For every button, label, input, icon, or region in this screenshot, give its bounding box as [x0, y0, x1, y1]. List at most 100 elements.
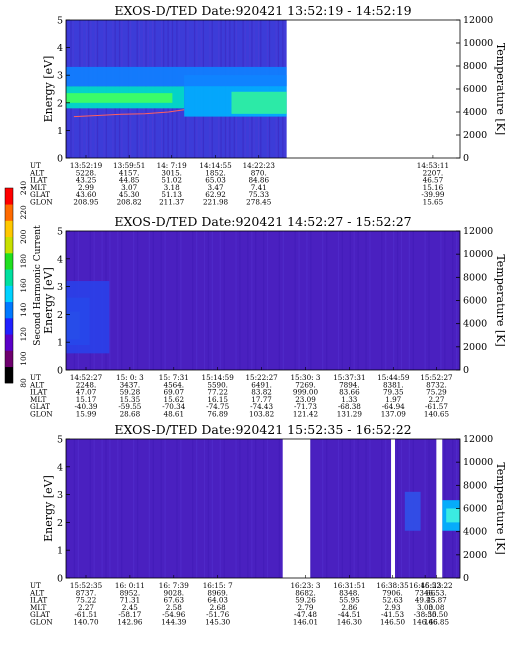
ephemeris-value: 83.66: [339, 388, 360, 397]
spectrogram-streak: [235, 231, 237, 370]
ephemeris-value: 7.41: [251, 183, 267, 192]
ephemeris-value: 79.35: [383, 388, 404, 397]
spectrogram-streak: [132, 439, 135, 578]
ephemeris-value: 3.18: [164, 183, 180, 192]
data-gap: [436, 439, 443, 578]
colorbar-tick-label: 120: [19, 327, 28, 342]
spectrogram-streak: [176, 439, 178, 578]
ephemeris-value: 75.22: [76, 596, 97, 605]
colorbar-frame: [4, 187, 14, 384]
spectrogram-streak: [109, 439, 111, 578]
spectrogram-streak: [263, 439, 265, 578]
spectrogram-streak: [121, 231, 123, 370]
ephemeris-value: 146.50: [380, 618, 406, 627]
spectrogram-streak: [337, 439, 340, 578]
y-tick-label: 0: [57, 366, 63, 377]
y-tick-label: 2: [57, 518, 63, 529]
y-tick-label: 4: [57, 254, 63, 265]
spectrogram-streak: [73, 439, 76, 578]
ephemeris-value: 52.63: [382, 596, 403, 605]
ephemeris-value: 14: 7:19: [157, 161, 187, 170]
ephemeris-value: 211.37: [159, 198, 185, 207]
ephemeris-value: 1852.: [205, 168, 226, 177]
ephemeris-value: 15:52:35: [70, 581, 103, 590]
y2-tick-label: 2000: [463, 130, 487, 141]
ephemeris-row-label: UT: [30, 581, 41, 590]
colorbar-segment: [5, 269, 13, 286]
colorbar-tick-label: 100: [19, 351, 28, 366]
spectrogram-streak: [152, 439, 154, 578]
colorbar-segment: [5, 301, 13, 319]
ephemeris-value: -71.73: [294, 402, 317, 411]
ephemeris-value: 2.68: [210, 603, 226, 612]
ephemeris-value: 7269.: [295, 380, 316, 389]
y2-tick-label: 4000: [463, 107, 487, 118]
spectrogram-streak: [160, 231, 162, 370]
spectrogram-streak: [369, 439, 371, 578]
spectrogram-streak: [266, 439, 269, 578]
spectrogram-streak: [349, 231, 351, 370]
y2-tick-label: 4000: [463, 527, 487, 538]
ephemeris-row-label: GLAT: [30, 190, 50, 199]
ephemeris-value: -54.96: [162, 610, 185, 619]
ephemeris-value: 76.89: [207, 410, 228, 419]
y2-tick-label: 4000: [463, 319, 487, 330]
spectrogram-streak: [326, 439, 328, 578]
spectrogram-streak: [93, 439, 95, 578]
colorbar-tick-label: 160: [19, 278, 28, 293]
spectrogram-streak: [385, 439, 387, 578]
ephemeris-value: 16.15: [207, 395, 228, 404]
spectrogram-streak: [428, 231, 430, 370]
ephemeris-value: 9028.: [164, 588, 185, 597]
ephemeris-value: 2.27: [78, 603, 94, 612]
ephemeris-row-label: UT: [30, 373, 41, 382]
spectrogram-streak: [322, 231, 324, 370]
ephemeris-row-label: ILAT: [30, 176, 47, 185]
spectrogram-streak: [223, 231, 225, 370]
ephemeris-value: 17.77: [251, 395, 272, 404]
spectrogram-streak: [341, 231, 343, 370]
ephemeris-value: -74.75: [206, 402, 229, 411]
ephemeris-value: 45.87: [426, 596, 447, 605]
spectrogram-streak: [381, 231, 383, 370]
spectrogram-streak: [385, 231, 387, 370]
ephemeris-value: 14:22:23: [243, 161, 276, 170]
ephemeris-value: 145.30: [205, 618, 231, 627]
ephemeris-value: -41.53: [381, 610, 404, 619]
y-tick-label: 1: [57, 546, 63, 557]
ephemeris-value: 4564.: [164, 380, 185, 389]
ephemeris-value: 59.26: [295, 596, 316, 605]
spectrogram-streak: [365, 439, 367, 578]
y2-tick-label: 8000: [463, 480, 487, 491]
spectrogram-streak: [89, 439, 91, 578]
ephemeris-value: 14:52:27: [70, 373, 103, 382]
ephemeris-value: 140.70: [73, 618, 99, 627]
ephemeris-value: 2.58: [166, 603, 182, 612]
colorbar-segment: [5, 350, 13, 368]
ephemeris-value: 44.85: [119, 176, 140, 185]
spectrogram-streak: [192, 439, 194, 578]
ephemeris-row-label: GLON: [30, 618, 53, 627]
ephemeris-value: 4157.: [119, 168, 140, 177]
spectrogram-streak: [180, 231, 182, 370]
ephemeris-value: 83.82: [251, 388, 272, 397]
spectrogram-streak: [196, 231, 198, 370]
y2-tick-label: 6000: [463, 296, 487, 307]
spectrogram-streak: [428, 439, 430, 578]
ephemeris-value: 140.65: [424, 410, 450, 419]
ephemeris-value: 15.17: [76, 395, 97, 404]
ephemeris-value: 16:31:51: [333, 581, 365, 590]
ephemeris-row-label: UT: [30, 161, 41, 170]
spectrogram-streak: [357, 231, 359, 370]
ephemeris-value: 23.09: [295, 395, 316, 404]
spectrogram-streak: [369, 231, 371, 370]
ephemeris-value: 8952.: [120, 588, 141, 597]
y-tick-label: 5: [57, 16, 63, 27]
y-tick-label: 5: [57, 435, 63, 446]
ephemeris-value: 7906.: [382, 588, 403, 597]
ephemeris-row-label: MLT: [30, 183, 47, 192]
colorbar-tick-label: 200: [19, 229, 28, 244]
colorbar-tick-label: 180: [19, 254, 28, 269]
spectrogram-streak: [396, 231, 399, 370]
